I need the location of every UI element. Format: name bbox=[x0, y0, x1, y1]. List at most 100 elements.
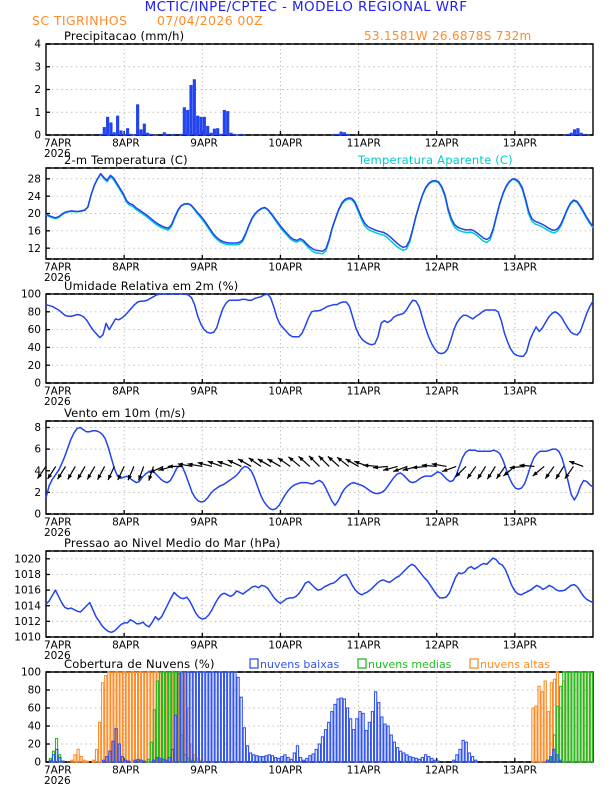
cloud-bar bbox=[198, 671, 203, 763]
wind-arrow-head bbox=[336, 457, 343, 462]
cloud-bar bbox=[543, 680, 547, 763]
temperatura-xlabel-5: 12APR bbox=[425, 262, 459, 274]
cloud-bar bbox=[580, 671, 584, 763]
cloud-bar bbox=[305, 757, 309, 763]
panel-vento: 0 2 4 6 8 7APR 8APR 9APR 10APR 11APR 12APR 13APR 202… bbox=[34, 406, 594, 539]
cloud-bar bbox=[61, 760, 65, 763]
wind-arrow-head bbox=[532, 471, 538, 477]
pressao-xlabel-5: 12APR bbox=[425, 640, 459, 652]
wind-arrow-head bbox=[487, 473, 492, 480]
precip-bar bbox=[166, 133, 170, 135]
cloud-bar bbox=[568, 671, 572, 763]
nuvens-panel-title: Cobertura de Nuvens (%) bbox=[64, 657, 215, 671]
umidade-ylabel-0: 0 bbox=[34, 378, 41, 390]
cloud-bar bbox=[559, 685, 563, 763]
cloud-bar bbox=[314, 748, 318, 763]
figure-title: MCTIC/INPE/CPTEC - MODELO REGIONAL WRF bbox=[145, 0, 468, 15]
cloud-bar bbox=[270, 755, 275, 763]
legend-high-swatch bbox=[469, 658, 479, 669]
cloud-bar bbox=[214, 671, 218, 763]
cloud-bar bbox=[420, 756, 425, 763]
wind-arrow-head bbox=[197, 461, 203, 466]
station-name: SC TIGRINHOS bbox=[32, 13, 127, 28]
wind-arrow-head bbox=[47, 473, 53, 479]
cloud-bar bbox=[107, 671, 111, 763]
cloud-bar bbox=[455, 754, 459, 763]
cloud-bar bbox=[556, 705, 560, 763]
umidade-ylabel-2: 40 bbox=[28, 342, 41, 354]
cloud-bar bbox=[252, 754, 256, 763]
cloud-bar bbox=[137, 671, 142, 763]
cloud-bar bbox=[352, 729, 356, 763]
cloud-bar bbox=[161, 758, 165, 763]
cloud-bar bbox=[452, 759, 456, 763]
cloud-bar bbox=[433, 759, 437, 763]
cloud-bar bbox=[134, 671, 139, 763]
wind-arrow-head bbox=[318, 455, 324, 461]
cloud-bar bbox=[142, 760, 146, 763]
cloud-bar bbox=[133, 759, 137, 763]
cloud-bar bbox=[470, 756, 475, 763]
cloud-bar bbox=[405, 754, 409, 763]
cloud-bar bbox=[389, 734, 393, 763]
cloud-bar bbox=[177, 673, 181, 763]
precipitacao-xlabel-1: 8APR bbox=[112, 138, 139, 150]
pressao-xlabel-3: 10APR bbox=[268, 640, 302, 652]
wind-arrow-head bbox=[238, 458, 244, 464]
cloud-bar bbox=[258, 756, 262, 763]
wind-arrow-head bbox=[187, 462, 193, 467]
vento-xlabel-5: 12APR bbox=[425, 517, 459, 529]
temperatura-xlabel-1: 8APR bbox=[112, 262, 139, 274]
cloud-bar bbox=[467, 752, 472, 763]
wind-arrow-head bbox=[108, 474, 113, 481]
vento-ylabel-3: 6 bbox=[34, 444, 41, 456]
series-line-umidade-0 bbox=[45, 293, 594, 358]
umidade-xlabel-0: 7APR bbox=[44, 386, 72, 398]
wind-arrow-head bbox=[442, 467, 448, 472]
cloud-bar bbox=[136, 758, 140, 763]
cloud-bar bbox=[195, 671, 200, 763]
precip-bar bbox=[202, 116, 206, 135]
cloud-bar bbox=[540, 691, 544, 763]
wind-arrow-head bbox=[298, 456, 304, 462]
cloud-bar bbox=[408, 756, 412, 763]
vento-xlabel-2: 9APR bbox=[190, 517, 218, 529]
cloud-bar bbox=[548, 756, 553, 763]
cloud-bar bbox=[323, 729, 328, 763]
vento-ylabel-4: 8 bbox=[34, 422, 41, 434]
cloud-bar bbox=[186, 671, 190, 763]
temperatura-ylabel-2: 20 bbox=[28, 208, 41, 220]
wind-arrow-head bbox=[372, 465, 379, 470]
precipitacao-ylabel-2: 2 bbox=[34, 84, 41, 96]
cloud-bar bbox=[239, 696, 243, 763]
precip-bar bbox=[206, 125, 210, 135]
cloud-bar bbox=[236, 676, 240, 763]
precip-bar bbox=[229, 132, 233, 135]
wind-arrow-head bbox=[138, 475, 143, 481]
cloud-bar bbox=[562, 671, 566, 763]
cloud-bar bbox=[427, 756, 431, 763]
pressao-xlabel-4: 11APR bbox=[347, 640, 381, 652]
precip-bar bbox=[112, 132, 116, 135]
cloud-bar bbox=[330, 711, 334, 763]
cloud-bar bbox=[423, 754, 428, 763]
nuvens-xlabel-3: 10APR bbox=[268, 765, 302, 777]
cloud-bar bbox=[364, 729, 368, 763]
cloud-bar bbox=[202, 671, 206, 763]
umidade-xlabel-2: 9APR bbox=[190, 386, 218, 398]
cloud-bar bbox=[144, 671, 148, 763]
cloud-bar bbox=[348, 718, 353, 763]
cloud-bar bbox=[531, 707, 535, 763]
precip-bar bbox=[109, 122, 113, 135]
precip-bar bbox=[199, 116, 203, 135]
cloud-bar bbox=[377, 702, 381, 763]
precip-bar bbox=[132, 134, 136, 136]
vento-ylabel-2: 4 bbox=[34, 465, 41, 477]
cloud-bar bbox=[205, 671, 209, 763]
precip-bar bbox=[346, 133, 350, 135]
cloud-bar bbox=[164, 759, 168, 763]
cloud-bar bbox=[583, 671, 587, 763]
wind-arrow-head bbox=[217, 461, 223, 465]
cloud-bar bbox=[386, 725, 390, 763]
umidade-panel-title: Umidade Relativa em 2m (%) bbox=[64, 279, 238, 293]
